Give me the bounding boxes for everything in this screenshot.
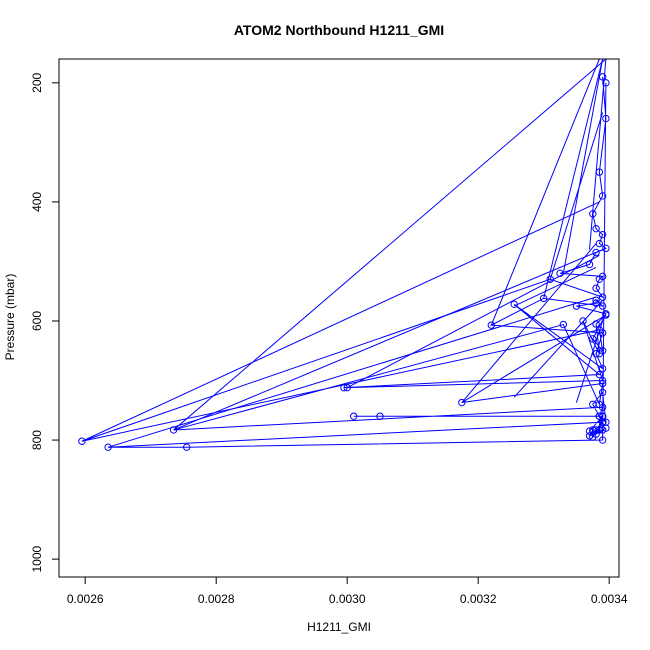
data-point: [376, 412, 384, 420]
data-point: [595, 168, 604, 176]
data-point: [169, 426, 178, 434]
series-segment-0: [81, 201, 600, 442]
data-point: [487, 321, 495, 329]
data-point: [595, 239, 604, 248]
data-point: [585, 427, 594, 435]
data-point: [592, 284, 600, 292]
y-axis-label: Pressure (mbar): [3, 274, 17, 361]
plot-frame: [58, 58, 620, 578]
x-tick-label: 0.0028: [198, 592, 235, 606]
data-point: [350, 412, 358, 420]
data-point: [589, 433, 597, 441]
data-point: [592, 296, 600, 304]
plot-area: [78, 59, 610, 451]
data-point: [585, 432, 594, 440]
data-point: [595, 412, 604, 420]
y-tick-label: 600: [30, 311, 44, 331]
data-point: [592, 248, 600, 257]
data-point: [602, 114, 610, 123]
series-segment-10: [346, 255, 600, 389]
series-segment-13: [549, 112, 604, 280]
data-point: [592, 224, 600, 233]
series-line-0: [81, 76, 607, 448]
data-point: [585, 260, 594, 269]
data-point: [458, 398, 466, 407]
data-point: [598, 379, 607, 388]
data-point: [589, 335, 597, 343]
data-point: [343, 383, 351, 392]
data-point: [340, 383, 348, 392]
data-point: [539, 294, 548, 303]
series-segment-12: [173, 249, 603, 431]
data-point: [556, 269, 564, 278]
x-tick-label: 0.0034: [591, 592, 628, 606]
series-segment-5: [513, 299, 603, 398]
data-point: [78, 437, 86, 445]
data-point: [598, 436, 607, 444]
data-point: [598, 302, 607, 310]
data-point: [595, 275, 604, 283]
y-tick-label: 400: [30, 192, 44, 212]
data-point: [598, 73, 607, 81]
data-point: [546, 275, 554, 283]
x-axis: 0.0026 0.0028 0.0030 0.0032 0.0034: [67, 577, 628, 606]
data-point: [595, 370, 604, 379]
data-point: [183, 443, 191, 451]
data-point: [598, 376, 607, 385]
data-point: [598, 230, 607, 239]
data-point: [572, 302, 581, 310]
data-point: [579, 317, 587, 325]
data-point: [589, 210, 597, 218]
series-segment-7: [107, 296, 597, 448]
data-point: [602, 79, 610, 87]
series-segment-6: [575, 320, 604, 403]
data-point: [559, 320, 568, 329]
data-point: [592, 299, 600, 307]
data-point: [595, 350, 604, 358]
series-segment-9: [589, 59, 607, 250]
x-tick-label: 0.0030: [329, 592, 366, 606]
series-segment-2: [543, 59, 604, 299]
y-tick-label: 1000: [30, 545, 44, 572]
x-axis-label: H1211_GMI: [307, 620, 371, 634]
data-point: [598, 388, 607, 397]
series-segment-8: [562, 59, 604, 274]
data-point: [592, 350, 600, 358]
y-axis: 200 400 600 800 1000: [30, 72, 59, 572]
data-point: [598, 403, 607, 412]
series-segment-4: [461, 243, 597, 403]
series-segment-3: [490, 59, 600, 326]
data-point: [589, 400, 597, 409]
y-tick-label: 800: [30, 430, 44, 450]
chart-title: ATOM2 Northbound H1211_GMI: [234, 22, 444, 38]
series-segment-11: [513, 266, 597, 307]
x-tick-label: 0.0026: [67, 592, 104, 606]
data-point: [598, 192, 607, 200]
data-point: [602, 311, 610, 319]
data-point: [104, 443, 112, 451]
data-point: [598, 329, 607, 337]
data-point: [598, 418, 607, 426]
data-point: [602, 244, 610, 253]
data-point: [598, 293, 607, 301]
data-point: [510, 300, 518, 309]
series-segment-1: [173, 59, 607, 431]
data-point: [592, 320, 600, 328]
x-tick-label: 0.0032: [460, 592, 497, 606]
y-tick-label: 200: [30, 72, 44, 92]
data-point: [598, 364, 607, 373]
data-point: [595, 426, 604, 434]
